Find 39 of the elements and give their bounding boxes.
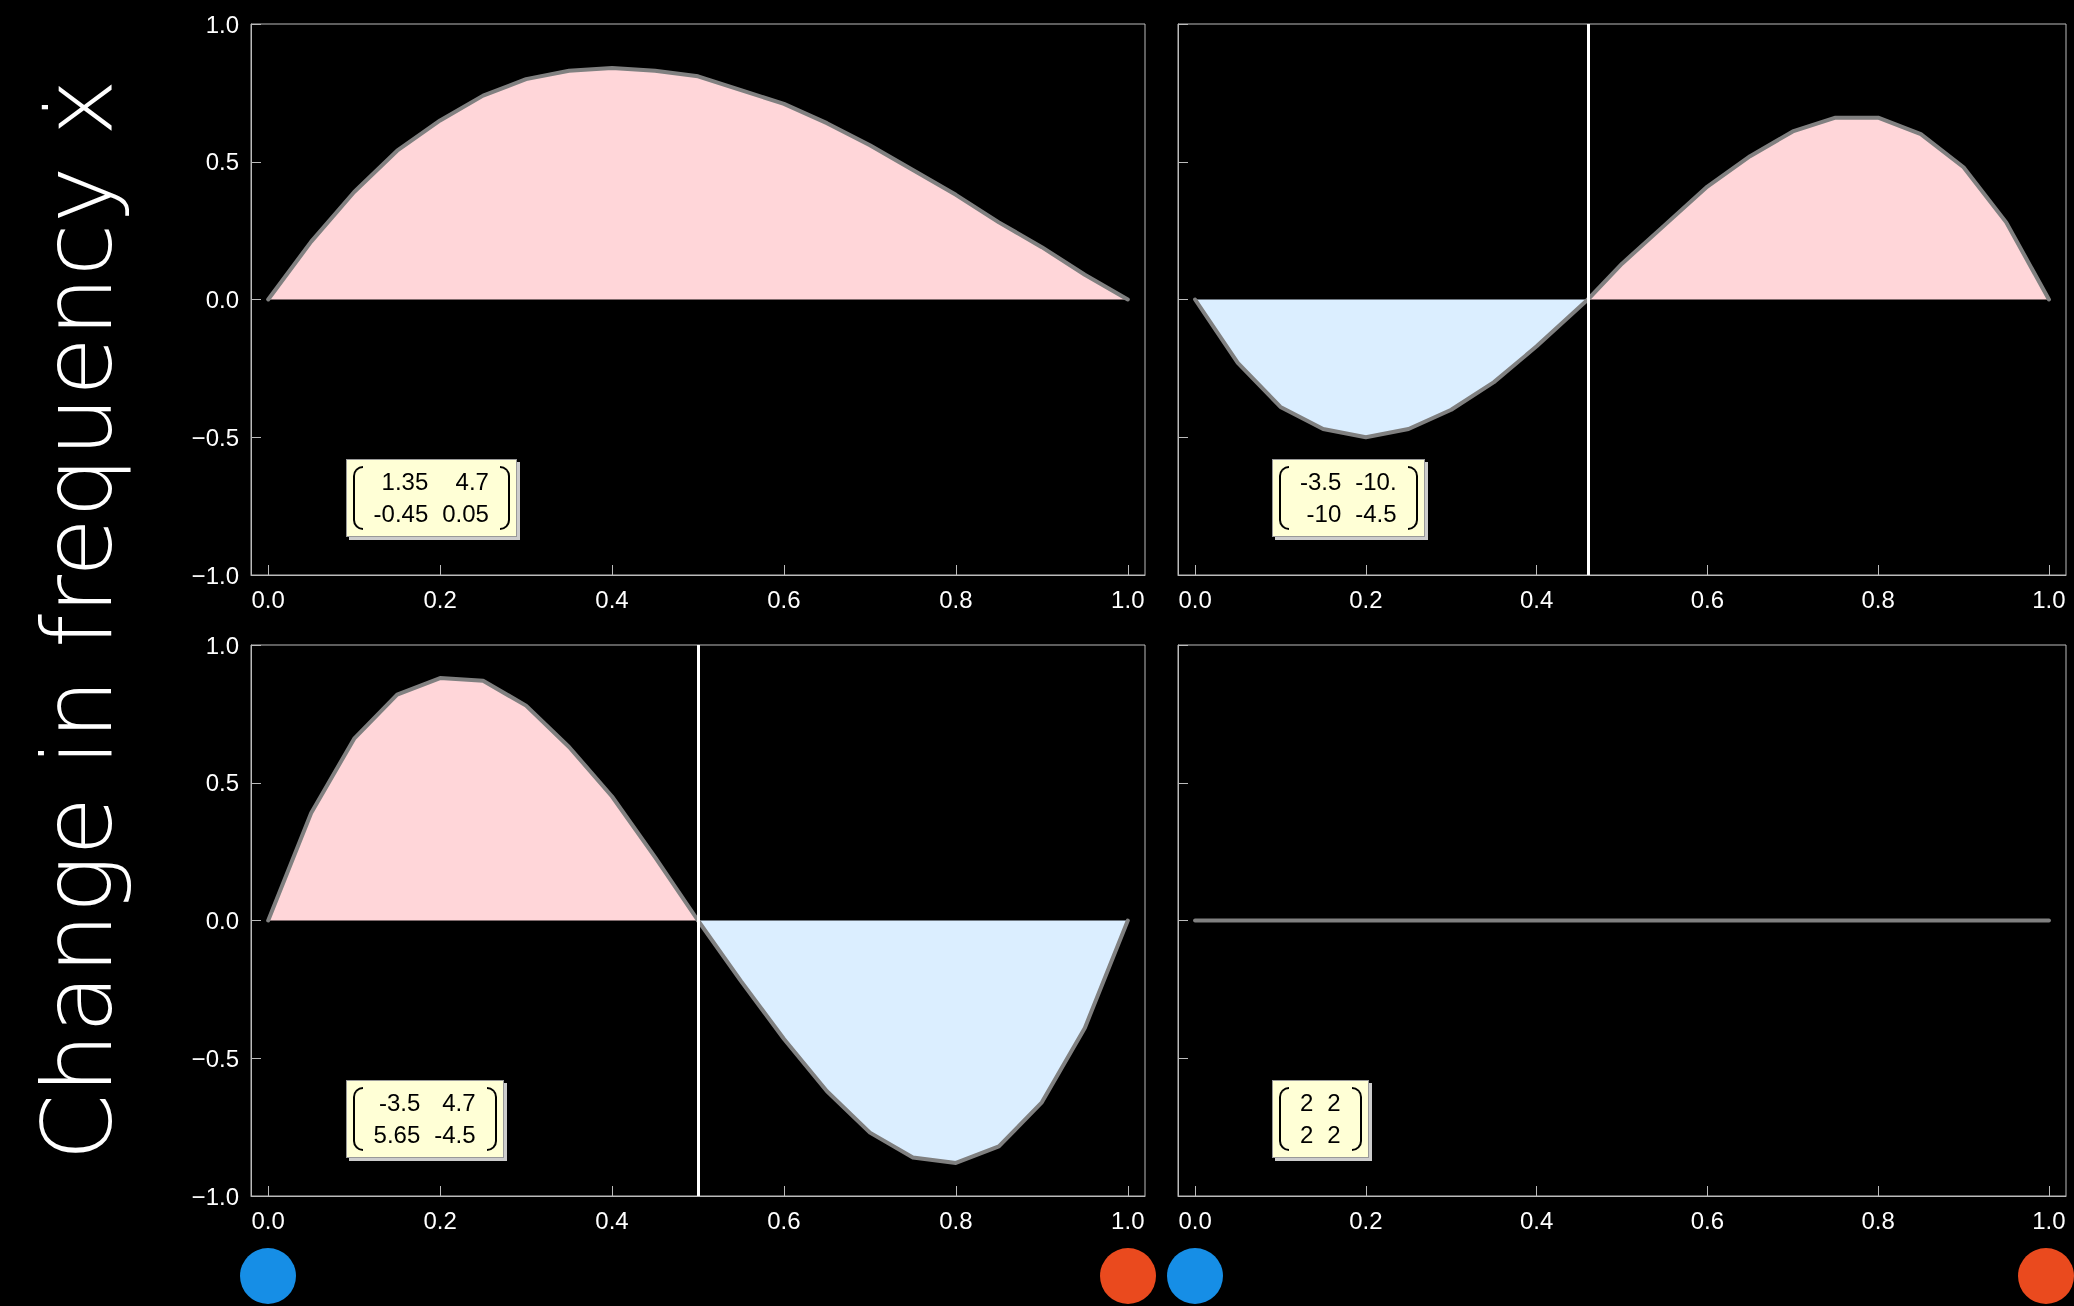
x-tick-label: 0.8 [1861,1206,1895,1234]
y-tick-label: −1.0 [191,1182,239,1210]
y-tick-label: 0.5 [205,769,239,797]
x-tick-label: 0.6 [767,1206,801,1234]
x-tick-label: 0.4 [1519,585,1554,613]
x-tick-label: 0.0 [251,585,285,613]
x-tick-label: 0.2 [423,585,457,613]
x-tick-label: 0.0 [1178,585,1212,613]
x-tick-label: 0.6 [1690,585,1725,613]
x-tick-label: 1.0 [2032,1206,2066,1234]
x-tick-label: 1.0 [1111,1206,1145,1234]
x-tick-label: 0.6 [767,585,801,613]
x-tick-label: 0.2 [1349,1206,1383,1234]
x-tick-label: 0.0 [251,1206,285,1234]
y-tick-label: 0.0 [205,907,239,934]
annotation: -3.5 4.7 5.65 -4.5 [366,1087,483,1152]
x-tick-label: 0.4 [595,585,629,613]
y-tick-label: 1.0 [205,631,239,659]
x-tick-label: 1.0 [2032,585,2066,613]
annotation: 2 2 2 2 [1292,1087,1348,1152]
annotation: -3.5 -10. -10 -4.5 [1292,466,1404,531]
y-axis-title: Change in frequency ẋ [21,79,134,1161]
x-tick-label: 0.6 [1690,1206,1725,1234]
x-tick-label: 1.0 [1111,585,1145,613]
y-tick-label: −0.5 [191,1044,239,1072]
y-tick-label: 1.0 [205,10,239,38]
y-tick-label: 0.0 [205,286,239,313]
x-tick-label: 0.4 [1519,1206,1554,1234]
x-tick-label: 0.4 [595,1206,629,1234]
y-tick-label: −1.0 [191,561,239,589]
y-tick-label: −0.5 [191,423,239,451]
x-tick-label: 0.2 [423,1206,457,1234]
y-tick-label: 0.5 [205,148,239,176]
x-tick-label: 0.8 [939,585,973,613]
x-tick-label: 0.0 [1178,1206,1212,1234]
x-tick-label: 0.2 [1349,585,1383,613]
x-tick-label: 0.8 [939,1206,973,1234]
x-tick-label: 0.8 [1861,585,1895,613]
annotation: 1.35 4.7 -0.45 0.05 [366,466,496,531]
